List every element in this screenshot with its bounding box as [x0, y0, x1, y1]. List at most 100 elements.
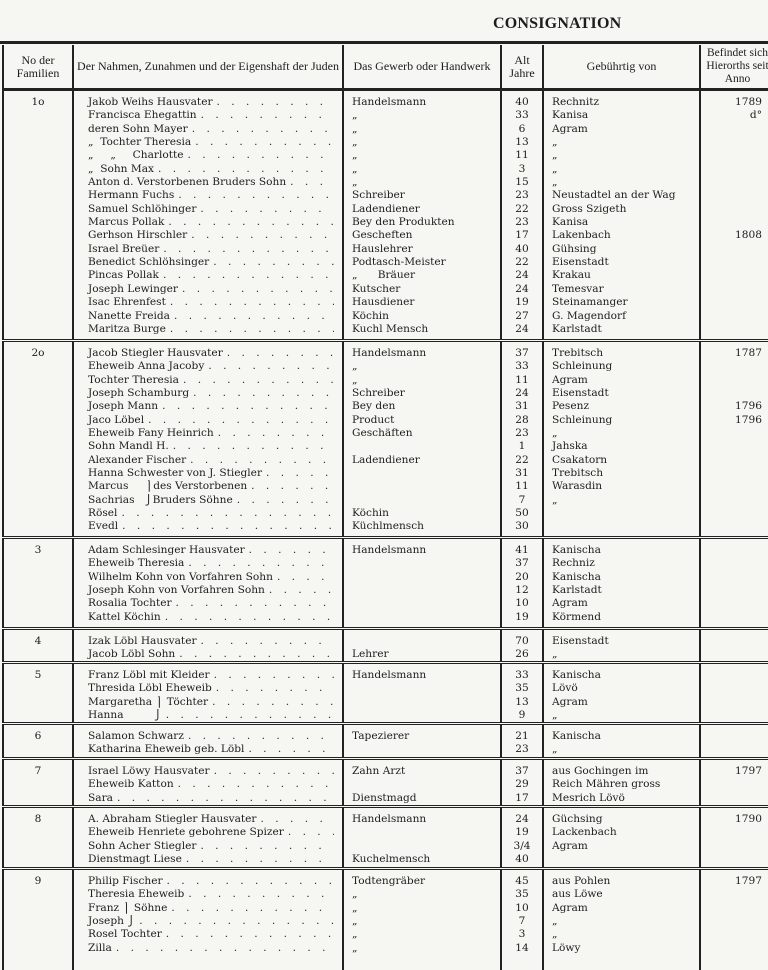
- table-row: Adam Schlesinger Hausvater: [74, 544, 342, 557]
- dot-leader: [162, 928, 334, 941]
- member-origin: Steinamanger: [552, 296, 628, 309]
- member-age: 3: [518, 162, 526, 175]
- member-trade: [344, 480, 500, 493]
- header-trade: Das Gewerb oder Handwerk: [342, 45, 500, 88]
- member-name: Zilla: [88, 941, 112, 954]
- member-name-column: Salamon SchwarzKatharina Eheweib geb. Lö…: [72, 725, 342, 757]
- table-row: Thresida Löbl Eheweib: [74, 682, 342, 695]
- member-since: [701, 323, 768, 336]
- member-origin: „: [552, 743, 558, 756]
- member-since: [701, 387, 768, 400]
- member-since: [701, 480, 768, 493]
- dot-leader: [161, 611, 334, 624]
- member-since: d°: [749, 109, 762, 122]
- member-name: Franz ⎫ Söhne: [88, 901, 168, 914]
- member-name-column: Izak Löbl HausvaterJacob Löbl Sohn: [72, 630, 342, 661]
- member-origin: Löwy: [552, 941, 581, 954]
- member-trade: Zahn Arzt: [352, 765, 406, 777]
- member-name: Tochter Theresia: [88, 373, 179, 386]
- member-since: [701, 557, 768, 570]
- member-origin: „: [552, 176, 558, 189]
- dot-leader: [154, 163, 334, 176]
- member-since: [701, 730, 768, 743]
- dot-leader: [162, 709, 334, 722]
- member-since-column: [699, 539, 768, 627]
- dot-leader: [214, 427, 334, 440]
- dot-leader: [182, 853, 334, 866]
- table-row: Alexander Fischer: [74, 454, 342, 467]
- member-since-column: 1789 d° 1808: [699, 91, 768, 339]
- dot-leader: [273, 571, 334, 584]
- member-since: [701, 216, 768, 229]
- member-since: [701, 123, 768, 136]
- dot-leader: [262, 467, 334, 480]
- member-trade: Tapezierer: [352, 730, 410, 742]
- member-name: Joseph Mann: [88, 400, 159, 413]
- member-trade: „ Bräuer: [352, 269, 416, 282]
- table-row: Evedl: [74, 520, 342, 533]
- member-since: [701, 427, 768, 440]
- member-since: [701, 942, 768, 955]
- family-number: 5: [2, 664, 72, 722]
- member-name: Marcus Pollak: [88, 216, 165, 229]
- member-origin: Lövö: [552, 682, 578, 695]
- dot-leader: [197, 635, 334, 648]
- table-row: Samuel Schlöhinger: [74, 203, 342, 216]
- member-name: Jacob Löbl Sohn: [88, 648, 176, 661]
- member-origin: aus Gochingen im: [552, 765, 649, 777]
- member-name: Francisca Ehegattin: [88, 109, 197, 122]
- member-origin: Karlstadt: [552, 322, 602, 335]
- member-name: Sara: [88, 791, 113, 804]
- member-since: 1808: [735, 229, 762, 242]
- member-age: 40: [515, 242, 529, 255]
- member-name: Rosalia Tochter: [88, 597, 172, 610]
- member-origin: Agram: [552, 695, 588, 708]
- member-age: 13: [515, 136, 529, 149]
- table-row: Sohn Mandl H.: [74, 440, 342, 453]
- table-row: Marcus Pollak: [74, 216, 342, 229]
- table-row: Franz Löbl mit Kleider: [74, 669, 342, 682]
- member-trade: Handelsmann: [352, 96, 427, 108]
- member-trade: Lehrer: [352, 648, 389, 661]
- member-name: Izak Löbl Hausvater: [88, 635, 197, 647]
- dot-leader: [184, 730, 334, 743]
- member-trade: Bey den Produkten: [352, 216, 455, 229]
- table-row: Eheweib Henriete gebohrene Spizer: [74, 826, 342, 839]
- member-since: [701, 597, 768, 610]
- member-since: [701, 256, 768, 269]
- dot-leader: [189, 387, 334, 400]
- member-origin: Kanisa: [552, 216, 589, 229]
- member-trade: Handelsmann: [352, 544, 427, 556]
- member-name: Hermann Fuchs: [88, 189, 175, 202]
- member-origin: „: [552, 648, 558, 661]
- table-row: deren Sohn Mayer: [74, 123, 342, 136]
- member-since: [701, 149, 768, 162]
- member-origin: Trebitsch: [552, 467, 604, 480]
- member-name: Sohn Acher Stiegler: [88, 839, 197, 852]
- table-row: Nanette Freida: [74, 310, 342, 323]
- table-row: Isac Ehrenfest: [74, 296, 342, 309]
- table-row: Eheweib Fany Heinrich: [74, 427, 342, 440]
- member-name: Theresia Eheweib: [88, 888, 185, 901]
- member-since-column: 1787 1796 1796: [699, 342, 768, 536]
- dot-leader: [167, 902, 334, 915]
- dot-leader: [179, 374, 334, 387]
- member-since: [701, 163, 768, 176]
- member-origin: Agram: [552, 122, 588, 135]
- member-since-column: [699, 725, 768, 757]
- member-age-column: 21 23: [500, 725, 542, 757]
- member-origin: Kanischa: [552, 544, 601, 556]
- table-row: Israel Löwy Hausvater: [74, 765, 342, 778]
- member-name-column: Adam Schlesinger HausvaterEheweib Theres…: [72, 539, 342, 627]
- member-since: [701, 494, 768, 507]
- member-age: 24: [515, 269, 529, 282]
- table-row: Rosalia Tochter: [74, 597, 342, 610]
- member-origin: Lackenbach: [552, 826, 617, 839]
- dot-leader: [174, 189, 334, 202]
- member-since: [701, 507, 768, 520]
- member-trade: [344, 584, 500, 597]
- member-since: [701, 635, 768, 648]
- table-row: Joseph ⎭: [74, 915, 342, 928]
- member-trade: „: [352, 915, 358, 928]
